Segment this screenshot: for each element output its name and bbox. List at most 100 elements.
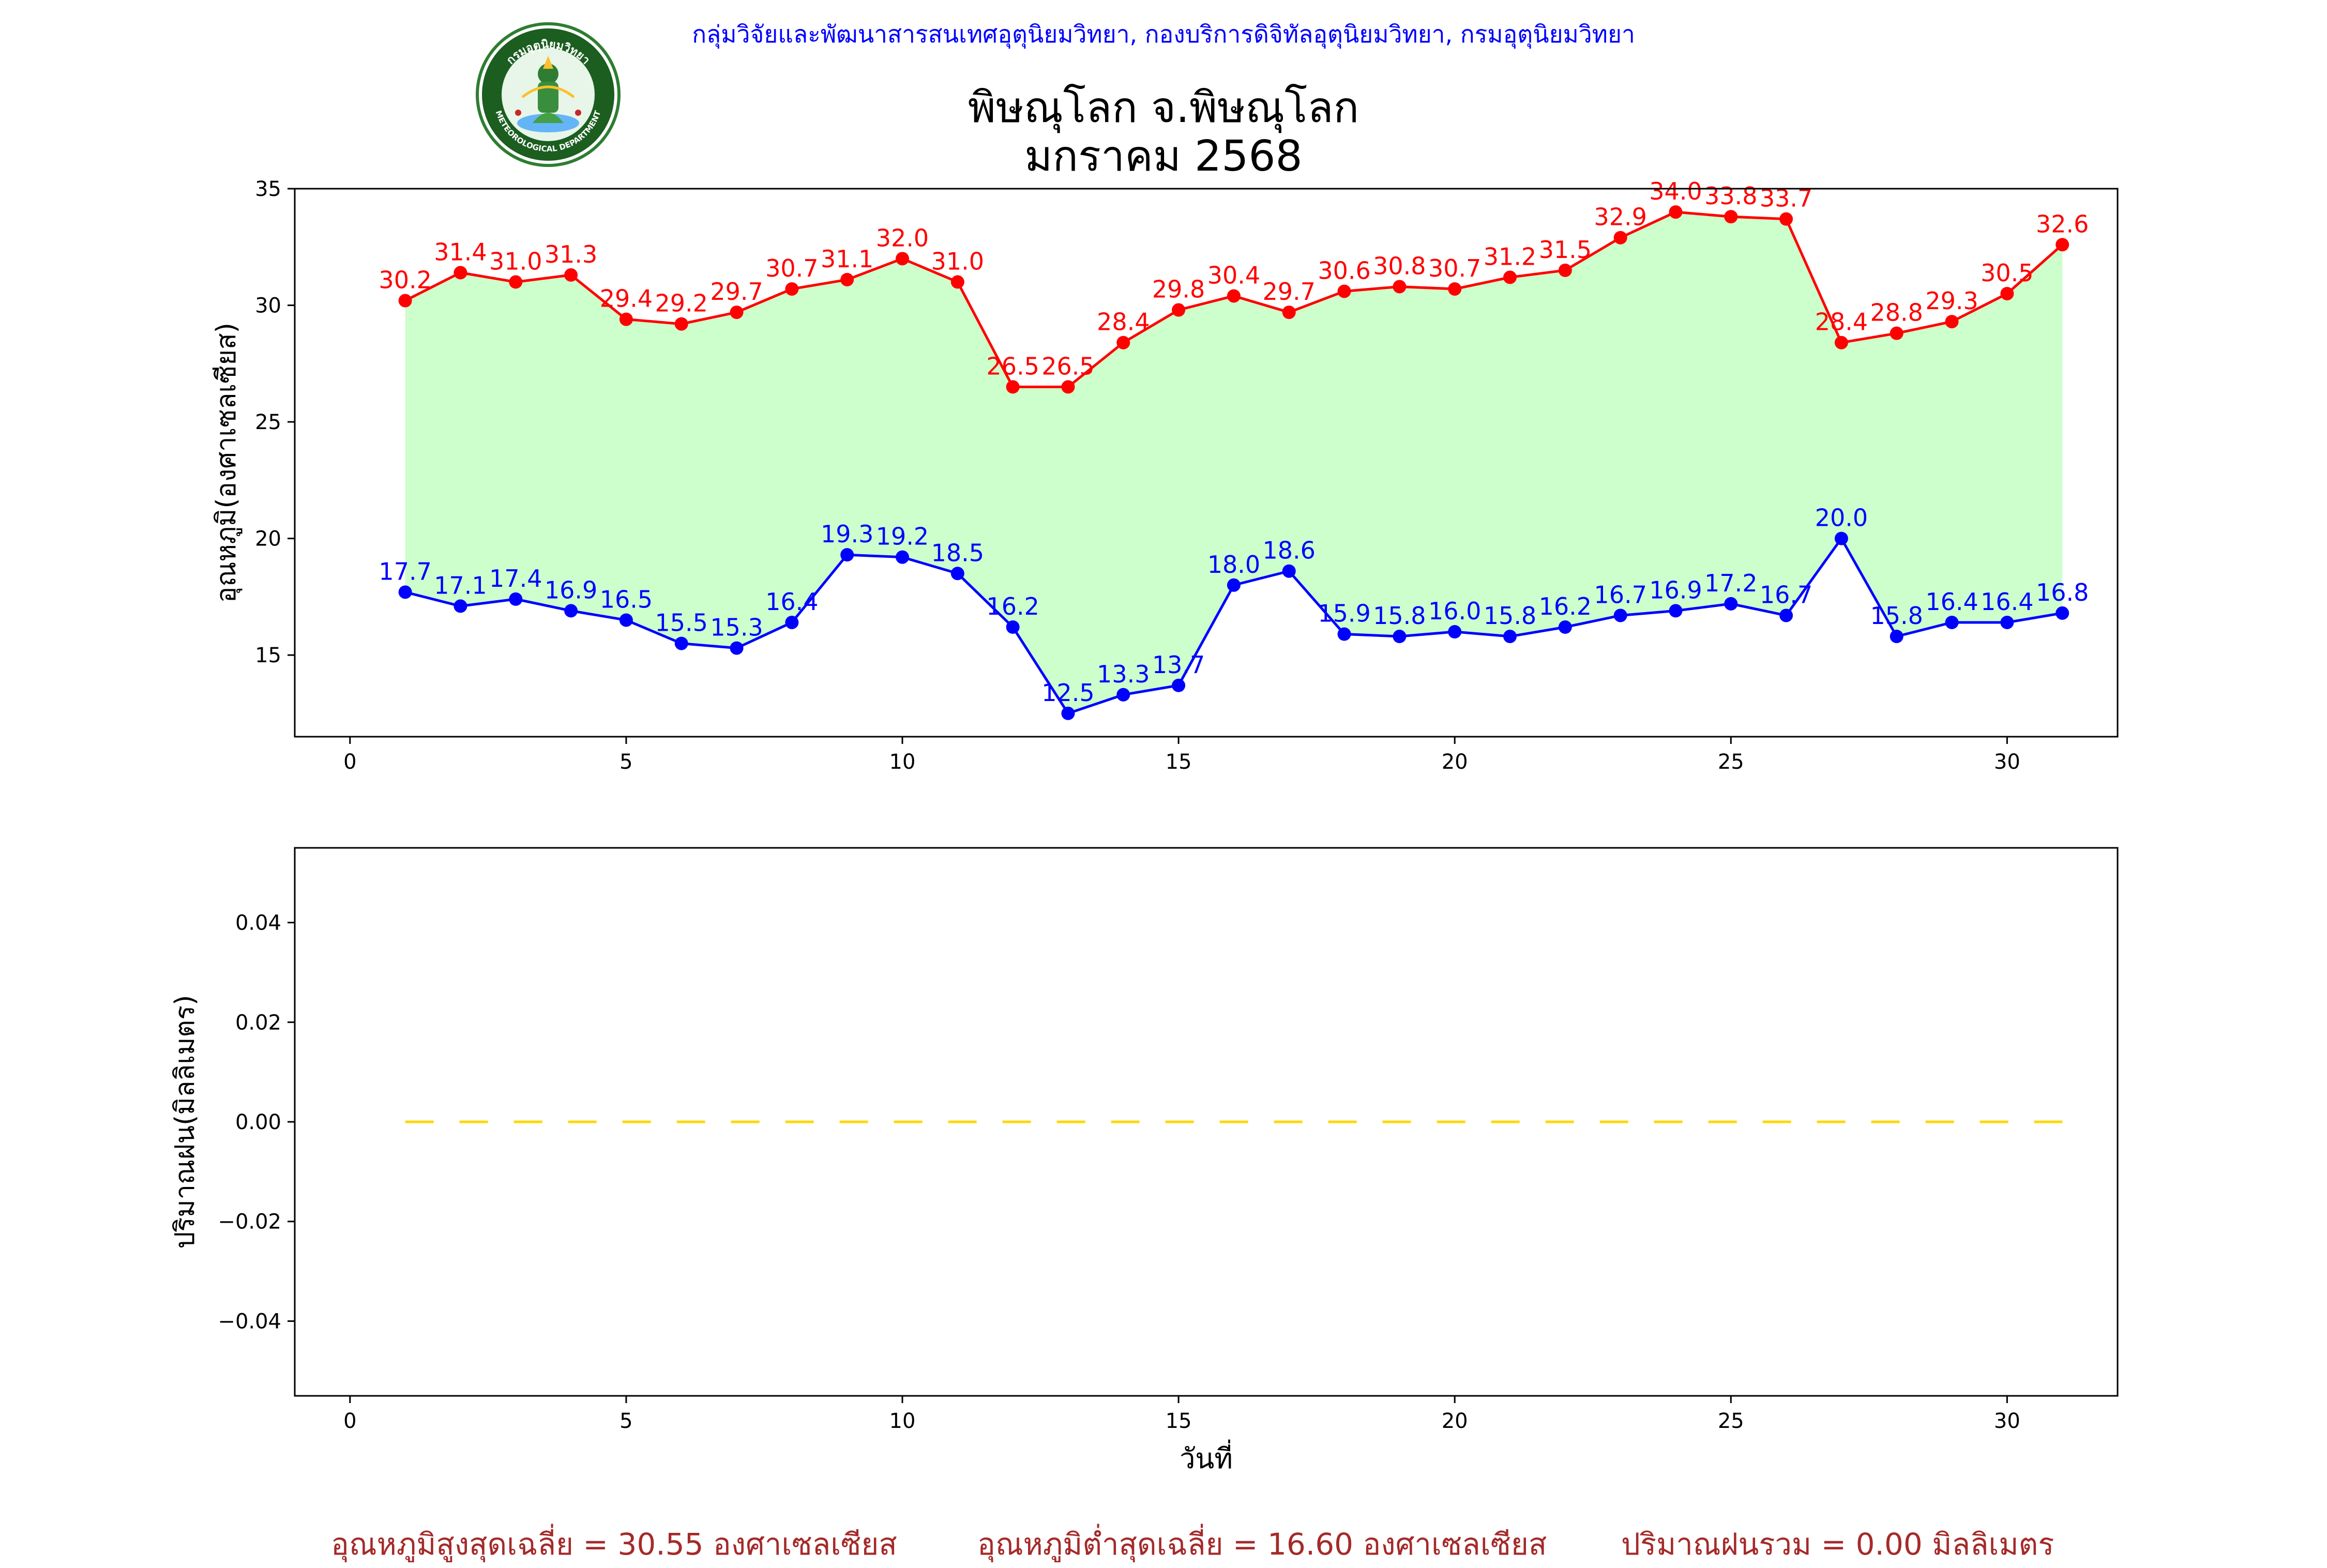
min-temp-data-label: 16.7: [1594, 581, 1646, 608]
max-temp-point: [674, 317, 688, 331]
min-temp-data-label: 15.3: [710, 614, 763, 642]
max-temp-point: [950, 275, 964, 289]
min-temp-point: [1172, 678, 1186, 692]
min-temp-data-label: 13.3: [1097, 660, 1150, 688]
max-temp-data-label: 34.0: [1649, 177, 1702, 205]
max-temp-data-label: 29.8: [1152, 276, 1205, 303]
max-temp-data-label: 33.8: [1704, 182, 1757, 210]
min-temp-point: [1448, 625, 1462, 639]
max-temp-data-label: 29.7: [1263, 278, 1316, 306]
max-temp-point: [2000, 286, 2014, 300]
min-temp-point: [1724, 597, 1738, 611]
min-temp-data-label: 17.4: [489, 565, 542, 592]
rain-x-tick-label: 10: [889, 1409, 916, 1433]
max-temp-data-label: 30.7: [1428, 254, 1481, 282]
min-temp-point: [1613, 608, 1627, 622]
rain-x-tick-label: 0: [343, 1409, 356, 1433]
chart-title-station: พิษณุโลก จ.พิษณุโลก: [968, 83, 1359, 132]
max-temp-data-label: 32.9: [1594, 203, 1646, 231]
min-temp-data-label: 17.7: [379, 557, 431, 585]
rain-x-tick-label: 15: [1166, 1409, 1192, 1433]
rain-y-tick-label: 0.02: [235, 1011, 281, 1034]
max-temp-data-label: 30.7: [765, 254, 818, 282]
max-temp-point: [1669, 205, 1683, 219]
footer-avg-max-temp: อุณหภูมิสูงสุดเฉลี่ย = 30.55 องศาเซลเซีย…: [331, 1527, 897, 1562]
max-temp-data-label: 30.2: [379, 266, 431, 294]
max-temp-point: [1337, 284, 1351, 298]
max-temp-data-label: 29.3: [1925, 287, 1978, 315]
max-temp-data-label: 28.4: [1815, 308, 1868, 336]
temp-x-tick-label: 15: [1166, 750, 1192, 774]
min-temp-point: [1669, 604, 1683, 618]
temp-y-axis-label: อุณหภูมิ(องศาเซลเซียส): [211, 323, 243, 603]
min-temp-point: [674, 636, 688, 650]
chart-title-month: มกราคม 2568: [1024, 132, 1303, 181]
rain-y-tick-label: 0.04: [235, 911, 281, 935]
footer-total-rain: ปริมาณฝนรวม = 0.00 มิลลิเมตร: [1621, 1527, 2054, 1562]
max-temp-point: [1613, 231, 1627, 245]
rain-x-axis-label: วันที่: [1180, 1439, 1233, 1475]
max-temp-point: [1724, 210, 1738, 224]
min-temp-data-label: 17.2: [1704, 569, 1757, 597]
max-temp-data-label: 30.4: [1207, 261, 1260, 289]
max-temp-data-label: 32.6: [2036, 210, 2089, 238]
min-temp-data-label: 17.1: [434, 571, 487, 599]
temp-y-tick-label: 30: [255, 294, 281, 318]
min-temp-data-label: 15.9: [1318, 600, 1370, 628]
organization-line: กลุ่มวิจัยและพัฒนาสารสนเทศอุตุนิยมวิทยา,…: [692, 20, 1635, 48]
temp-x-tick-label: 5: [619, 750, 632, 774]
min-temp-point: [454, 599, 467, 613]
min-temp-data-label: 16.5: [600, 585, 653, 613]
max-temp-point: [619, 312, 633, 326]
max-temp-point: [1172, 303, 1186, 317]
min-temp-data-label: 16.4: [765, 588, 818, 616]
max-temp-data-label: 29.4: [600, 285, 653, 313]
min-temp-data-label: 16.2: [1539, 592, 1592, 620]
max-temp-point: [454, 266, 467, 280]
min-temp-data-label: 15.8: [1373, 602, 1426, 630]
min-temp-data-label: 16.2: [986, 592, 1039, 620]
min-temp-point: [896, 550, 909, 564]
min-temp-point: [785, 615, 799, 629]
min-temp-point: [1834, 531, 1848, 545]
max-temp-data-label: 31.0: [931, 247, 984, 275]
temp-y-tick-label: 15: [255, 644, 281, 667]
max-temp-data-label: 30.6: [1318, 256, 1370, 284]
max-temp-point: [1779, 212, 1793, 226]
min-temp-data-label: 16.0: [1428, 597, 1481, 625]
temp-y-tick-label: 20: [255, 527, 281, 551]
temp-y-tick-label: 35: [255, 177, 281, 201]
max-temp-point: [730, 306, 744, 319]
max-temp-point: [398, 294, 412, 308]
temp-axes-frame: [294, 188, 2119, 738]
min-temp-point: [1227, 578, 1241, 592]
max-temp-point: [1503, 270, 1517, 284]
max-temp-point: [2056, 238, 2069, 252]
min-temp-data-label: 16.8: [2036, 579, 2089, 606]
min-temp-point: [1503, 630, 1517, 644]
max-temp-point: [1945, 315, 1959, 329]
max-temp-point: [1834, 336, 1848, 349]
min-temp-point: [619, 613, 633, 627]
min-temp-data-label: 16.9: [1649, 576, 1702, 604]
min-temp-point: [1945, 615, 1959, 629]
min-temp-point: [1337, 627, 1351, 641]
max-temp-point: [1227, 289, 1241, 303]
min-temp-point: [1061, 706, 1075, 720]
rain-x-tick-label: 5: [619, 1409, 632, 1433]
max-temp-point: [1116, 336, 1130, 349]
min-temp-point: [1779, 608, 1793, 622]
min-temp-point: [1558, 620, 1572, 634]
min-temp-data-label: 13.7: [1152, 651, 1205, 679]
min-temp-data-label: 18.0: [1207, 551, 1260, 579]
rain-y-axis-label: ปริมาณฝน(มิลลิเมตร): [170, 995, 201, 1249]
footer-avg-min-temp: อุณหภูมิต่ำสุดเฉลี่ย = 16.60 องศาเซลเซีย…: [977, 1527, 1547, 1562]
min-temp-point: [840, 548, 854, 562]
max-temp-data-label: 28.8: [1870, 299, 1923, 327]
rain-x-tick-label: 20: [1442, 1409, 1468, 1433]
min-temp-data-label: 16.4: [1981, 588, 2033, 616]
max-temp-point: [1393, 280, 1407, 294]
max-temp-data-label: 26.5: [986, 352, 1039, 380]
meteorological-department-seal-icon: กรมอุตุนิยมวิทยา METEOROLOGICAL DEPARTME…: [476, 22, 621, 167]
